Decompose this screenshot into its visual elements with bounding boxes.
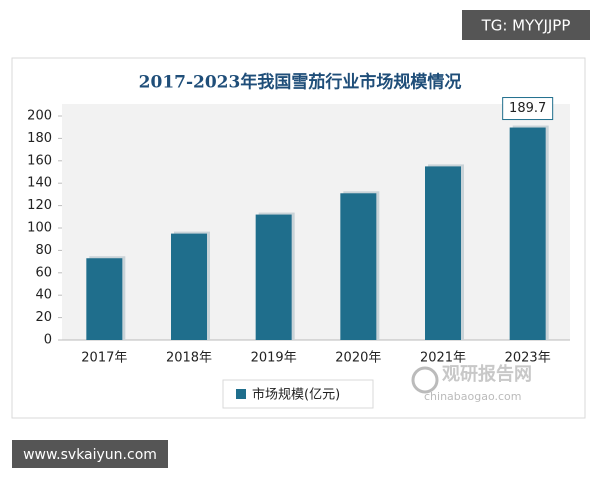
watermark-box xyxy=(462,10,590,40)
x-tick-label: 2021年 xyxy=(420,351,466,366)
bar xyxy=(255,214,292,340)
watermark: TG: MYYJJPP xyxy=(481,17,571,35)
y-tick-label: 80 xyxy=(35,243,52,258)
bar xyxy=(171,233,207,340)
chart-title: 2017-2023年我国雪茄行业市场规模情况 xyxy=(139,72,462,93)
bar xyxy=(509,127,546,340)
plot-area xyxy=(62,104,570,340)
logo-icon xyxy=(411,366,439,394)
y-tick-label: 180 xyxy=(27,131,52,146)
bar xyxy=(340,193,377,340)
x-tick-label: 2023年 xyxy=(505,351,551,366)
logo-text: 观研报告网 xyxy=(442,363,532,385)
y-tick-label: 100 xyxy=(27,221,52,236)
x-tick-label: 2020年 xyxy=(335,351,381,366)
bar xyxy=(86,258,123,340)
y-tick-label: 140 xyxy=(27,176,52,191)
y-tick-label: 60 xyxy=(35,265,52,280)
x-tick-label: 2019年 xyxy=(251,351,297,366)
legend-label: 市场规模(亿元) xyxy=(252,387,340,403)
x-tick-label: 2017年 xyxy=(81,351,127,366)
value-label: 189.7 xyxy=(509,101,546,116)
x-tick-label: 2018年 xyxy=(166,351,212,366)
value-label-box xyxy=(502,97,554,121)
y-tick-label: 200 xyxy=(27,109,52,124)
footer-text: www.svkaiyun.com xyxy=(23,447,157,463)
y-tick-label: 40 xyxy=(35,288,52,303)
y-tick-label: 20 xyxy=(35,310,52,325)
footer-box xyxy=(12,440,168,468)
bar xyxy=(425,166,461,340)
y-tick-label: 0 xyxy=(44,333,52,348)
y-tick-label: 120 xyxy=(27,198,52,213)
legend-box xyxy=(222,379,374,409)
logo-url: chinabaogao.com xyxy=(424,390,522,403)
legend-swatch xyxy=(236,389,246,399)
y-tick-label: 160 xyxy=(27,153,52,168)
